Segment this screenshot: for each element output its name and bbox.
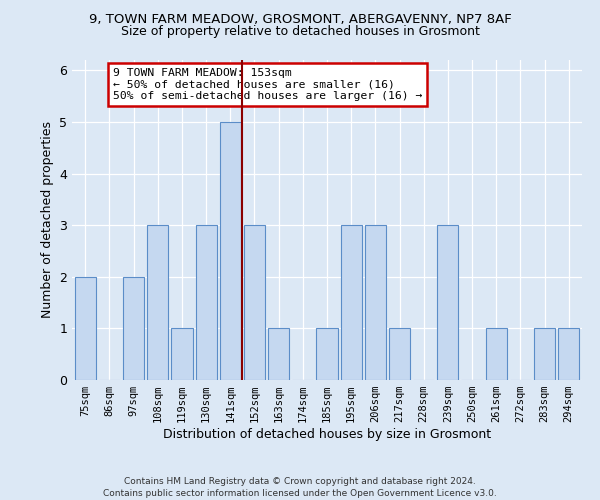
X-axis label: Distribution of detached houses by size in Grosmont: Distribution of detached houses by size … [163,428,491,441]
Bar [316,328,338,380]
Bar [365,225,386,380]
Bar [437,225,458,380]
Text: 9, TOWN FARM MEADOW, GROSMONT, ABERGAVENNY, NP7 8AF: 9, TOWN FARM MEADOW, GROSMONT, ABERGAVEN… [89,12,511,26]
Bar [172,328,193,380]
Bar [389,328,410,380]
Bar [534,328,555,380]
Bar [268,328,289,380]
Bar [74,277,96,380]
Y-axis label: Number of detached properties: Number of detached properties [41,122,53,318]
Text: 9 TOWN FARM MEADOW: 153sqm
← 50% of detached houses are smaller (16)
50% of semi: 9 TOWN FARM MEADOW: 153sqm ← 50% of deta… [113,68,422,101]
Text: Contains HM Land Registry data © Crown copyright and database right 2024.
Contai: Contains HM Land Registry data © Crown c… [103,476,497,498]
Bar [558,328,580,380]
Bar [485,328,507,380]
Bar [220,122,241,380]
Text: Size of property relative to detached houses in Grosmont: Size of property relative to detached ho… [121,25,479,38]
Bar [244,225,265,380]
Bar [196,225,217,380]
Bar [147,225,169,380]
Bar [123,277,144,380]
Bar [341,225,362,380]
